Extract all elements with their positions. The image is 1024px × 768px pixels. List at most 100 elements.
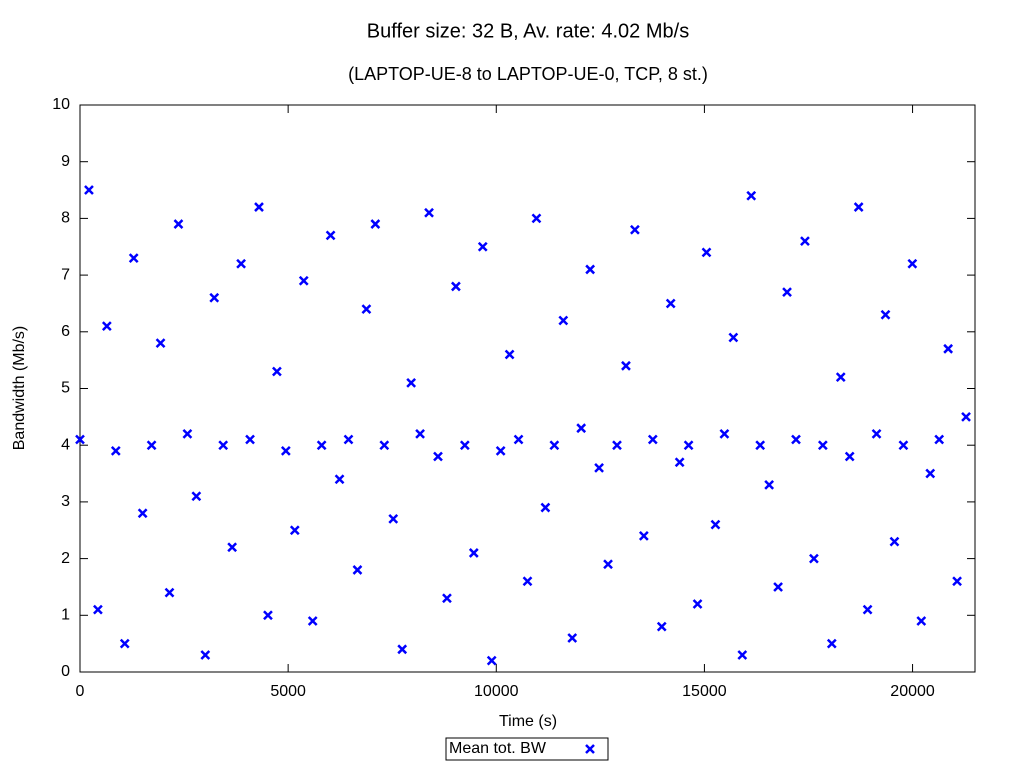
point [370,219,381,229]
point [325,230,336,241]
point [916,616,927,626]
point [468,548,479,558]
y-tick-label: 3 [61,493,70,510]
point [173,219,184,229]
point [459,440,470,451]
point [504,349,515,360]
y-tick-label: 5 [61,380,70,397]
point [880,309,891,320]
point [388,514,399,524]
point [809,553,819,564]
y-tick-label: 0 [61,663,70,680]
y-tick-label: 6 [61,323,70,340]
point [119,638,130,649]
point [361,304,372,315]
point [182,428,193,439]
point [254,202,264,212]
point [451,281,461,292]
point [540,502,551,513]
point [638,531,649,541]
point [343,434,354,445]
point [782,287,792,297]
point [728,332,739,343]
point [263,610,273,621]
chart-title: Buffer size: 32 B, Av. rate: 4.02 Mb/s [367,20,689,42]
point [817,440,828,451]
point [656,621,667,632]
point [746,190,757,201]
point [737,650,748,660]
point [128,253,139,263]
x-tick-label: 10000 [474,683,519,700]
point [433,451,443,462]
point [200,650,211,660]
point [898,440,909,451]
point [280,445,291,456]
point [424,207,434,218]
point [943,343,954,354]
point [585,264,596,275]
point [853,202,864,212]
point [844,451,855,462]
point [630,224,640,235]
point [101,321,112,332]
point [334,474,345,485]
point [674,457,685,468]
point [764,480,775,490]
point [289,525,300,536]
point [549,440,560,451]
point [84,185,94,195]
point [486,655,497,666]
point [567,633,578,643]
point [826,638,837,649]
point [191,491,202,502]
point [612,440,622,451]
x-tick-label: 5000 [270,683,306,700]
point [862,604,873,615]
point [907,258,918,269]
legend-marker [585,744,595,754]
point [209,292,220,303]
point [934,434,945,445]
point [925,468,936,479]
point [835,372,846,383]
y-axis-label: Bandwidth (Mb/s) [11,326,28,451]
point [952,576,962,587]
point [298,275,309,286]
point [495,445,506,456]
point [477,241,488,252]
point [93,604,103,615]
point [576,423,587,434]
point [719,428,730,439]
point [871,428,882,439]
x-tick-label: 15000 [682,683,727,700]
point [406,377,417,388]
point [710,519,721,530]
point [603,559,613,570]
point [218,440,229,451]
point [110,445,121,456]
point [164,587,175,598]
y-tick-label: 1 [61,607,70,624]
y-tick-label: 8 [61,210,70,227]
x-tick-label: 0 [76,683,85,700]
point [379,440,390,451]
point [594,462,604,473]
point [316,440,327,451]
y-tick-label: 4 [61,436,70,453]
point [961,411,971,422]
point [245,434,255,445]
point [683,440,694,451]
point [701,247,712,258]
point [621,360,631,371]
point [558,315,569,326]
y-tick-label: 7 [61,266,70,283]
chart-subtitle: (LAPTOP-UE-8 to LAPTOP-UE-0, TCP, 8 st.) [348,64,708,84]
point [352,565,363,575]
point [272,366,282,377]
point [889,536,900,547]
point [442,593,452,604]
point [137,508,148,519]
